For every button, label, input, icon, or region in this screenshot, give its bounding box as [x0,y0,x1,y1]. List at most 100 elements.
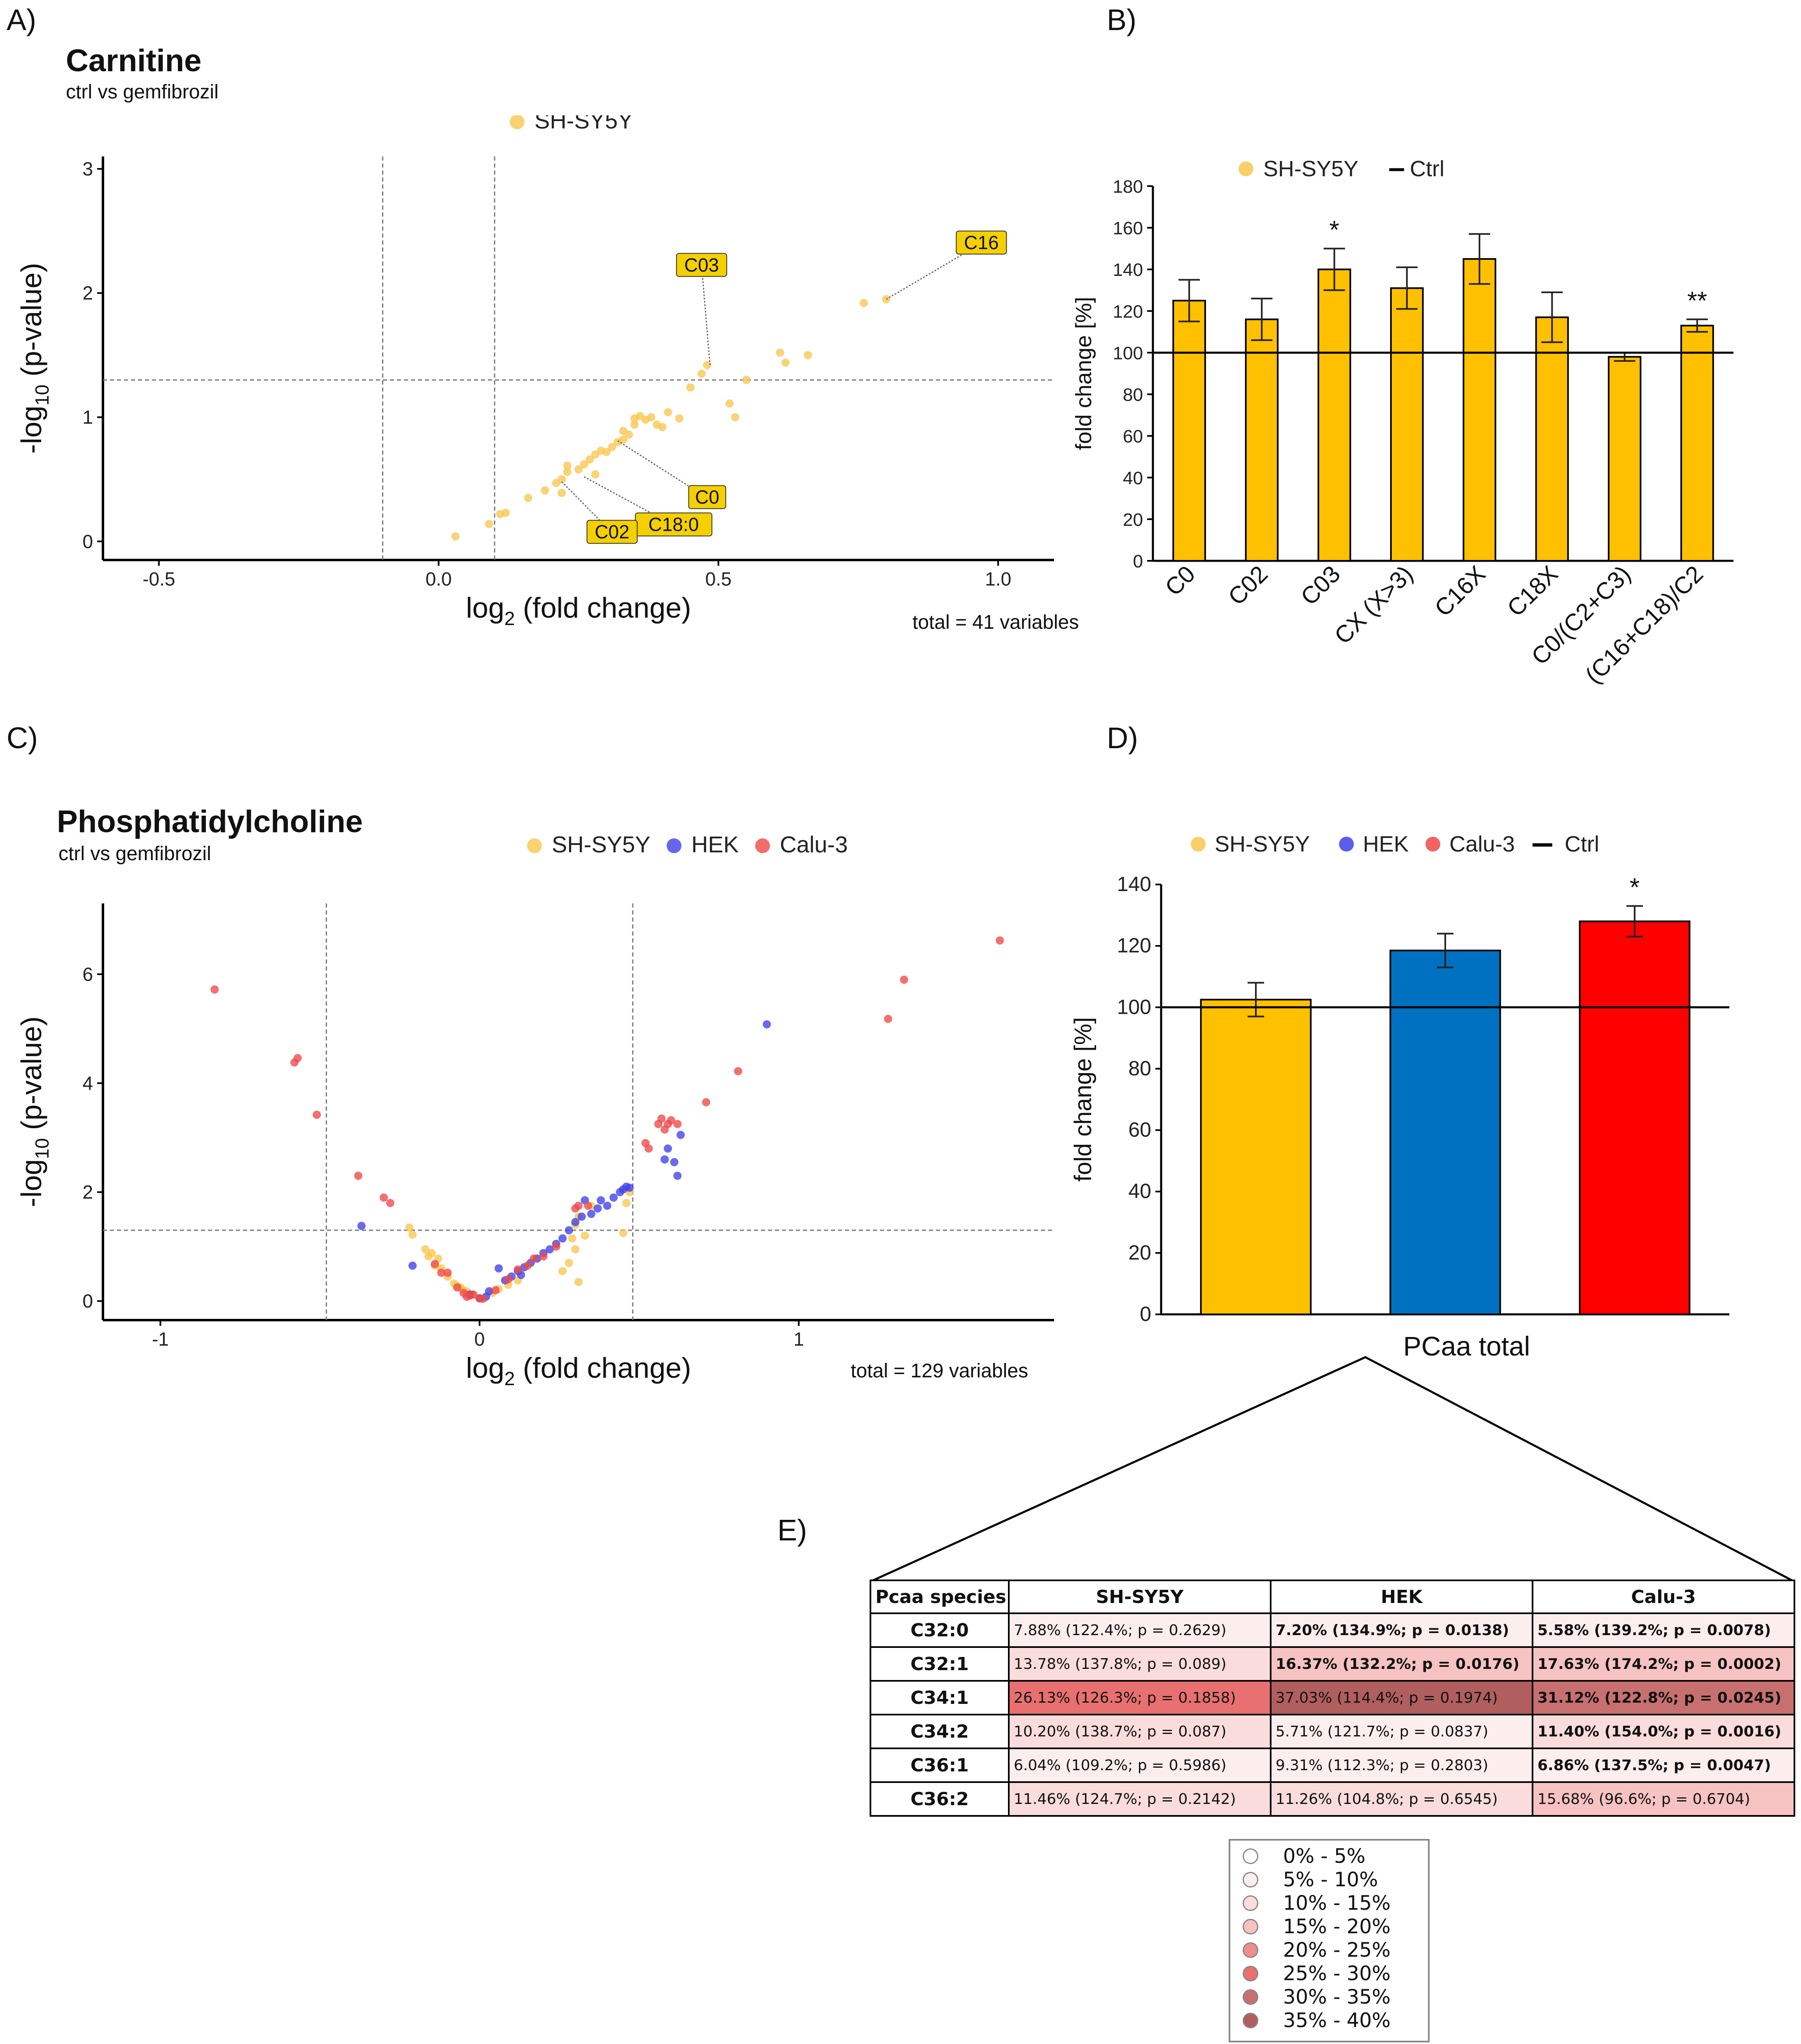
color-legend-label: 5% - 10% [1283,1868,1378,1891]
color-legend-label: 15% - 20% [1283,1915,1391,1938]
data-point [565,1226,573,1234]
y-tick-label: 0 [1133,551,1143,572]
color-legend-label: 10% - 15% [1283,1892,1391,1915]
data-point [725,399,734,408]
pcaa-species-table: Pcaa species SH-SY5Y HEK Calu-3 C32:0 7.8… [870,1580,1795,1817]
species-cell: C32:1 [870,1646,1010,1682]
data-point [660,1155,669,1164]
x-tick-label: C0 [1160,560,1200,601]
chart-d-bar-chart: 0 20 40 60 80 100 120 140 fold change [%] * PCaa t… [1071,832,1729,1361]
data-point [702,1098,711,1106]
x-tick-label: 1.0 [985,568,1011,590]
column-header: Calu-3 [1532,1580,1795,1614]
data-point [625,430,633,439]
legend-marker [1239,161,1253,176]
chart-c-total: total = 129 variables [851,1360,1028,1382]
bar [1389,950,1501,1316]
y-tick-label: 60 [1128,1118,1151,1141]
legend-label: Calu-3 [780,831,848,857]
data-point [485,1287,493,1295]
legend-label: HEK [1363,832,1409,856]
data-point [673,1120,682,1128]
data-point [451,532,460,541]
data-point [558,1267,567,1275]
data-point [427,1249,436,1258]
data-point [602,448,611,456]
data-point [485,520,493,528]
significance-marker: * [1630,873,1640,902]
data-point [667,1116,675,1125]
species-cell: C36:1 [870,1748,1010,1783]
data-point [625,1183,634,1192]
data-point [437,1268,446,1277]
table-row: C36:2 11.46% (124.7%; p = 0.2142) 11.26% (… [870,1781,1795,1817]
color-legend-label: 20% - 25% [1283,1939,1391,1962]
chart-c-subtitle: ctrl vs gemfibrozil [58,843,211,865]
data-point [357,1222,366,1230]
data-point [571,1245,580,1254]
data-point [996,936,1004,945]
bar [1680,324,1714,562]
y-tick-label: 1 [82,406,93,428]
table-cell: 7.20% (134.9%; p = 0.0138) [1270,1612,1533,1648]
data-point [804,351,812,359]
y-tick-label: 80 [1128,1057,1151,1080]
bar [1317,268,1351,562]
x-tick-label: 1 [793,1328,804,1350]
bar [1463,258,1496,562]
table-cell: 7.88% (122.4%; p = 0.2629) [1008,1612,1271,1648]
y-tick-label: 100 [1113,343,1143,363]
color-swatch [1243,1895,1258,1911]
table-cell: 31.12% (122.8%; p = 0.0245) [1532,1680,1795,1715]
data-point [644,1144,653,1153]
bar [1172,300,1206,562]
table-cell: 5.71% (121.7%; p = 0.0837) [1270,1714,1533,1749]
chart-c-title: Phosphatidylcholine [57,804,363,839]
y-tick-label: 4 [82,1073,93,1094]
column-header: Pcaa species [870,1580,1010,1614]
data-point [763,1020,771,1029]
data-point [586,455,594,464]
y-tick-label: 140 [1113,260,1143,280]
data-point [552,1242,560,1251]
legend-marker [527,838,542,853]
table-row: C32:1 13.78% (137.8%; p = 0.089) 16.37% (1… [870,1646,1795,1682]
data-point [860,299,868,307]
data-point [558,489,566,497]
color-swatch [1243,1966,1258,1981]
data-point [571,1218,580,1226]
data-point [673,1171,682,1180]
bar [1390,287,1424,562]
x-tick-label: C18X [1502,560,1563,622]
data-point [675,414,684,423]
chart-a-total: total = 41 variables [912,611,1079,633]
annotation-label: C18:0 [649,514,699,535]
y-tick-label: 0 [82,1290,93,1312]
data-point [581,1231,589,1240]
column-header: SH-SY5Y [1008,1580,1271,1614]
color-legend-label: 35% - 40% [1283,2009,1391,2032]
annotation-label-box [676,253,727,277]
data-point [210,985,219,994]
bar [1535,316,1569,562]
table-row: C34:1 26.13% (126.3%; p = 0.1858) 37.03% (… [870,1680,1795,1715]
data-point [619,435,628,444]
data-point [478,1295,487,1303]
annotation-label-box [956,231,1007,255]
data-point [703,361,712,369]
y-tick-label: 0 [82,531,93,552]
legend-label: Ctrl [1410,156,1444,181]
data-point [539,1252,548,1261]
chart-a-volcano-plot: -0.5 0.0 0.5 1.0 0 1 2 3 log2 (fold change) -log1… [15,115,1054,629]
chart-a-title: Carnitine [66,43,202,78]
data-point [546,1245,554,1254]
data-point [781,358,790,367]
data-point [900,975,908,984]
y-tick-label: 6 [82,964,93,985]
y-tick-label: 180 [1113,177,1143,197]
color-legend-item: 0% - 5% [1243,1845,1365,1868]
data-point [421,1245,429,1254]
data-point [558,475,566,483]
legend-marker [1339,837,1354,852]
data-point [670,1158,679,1167]
